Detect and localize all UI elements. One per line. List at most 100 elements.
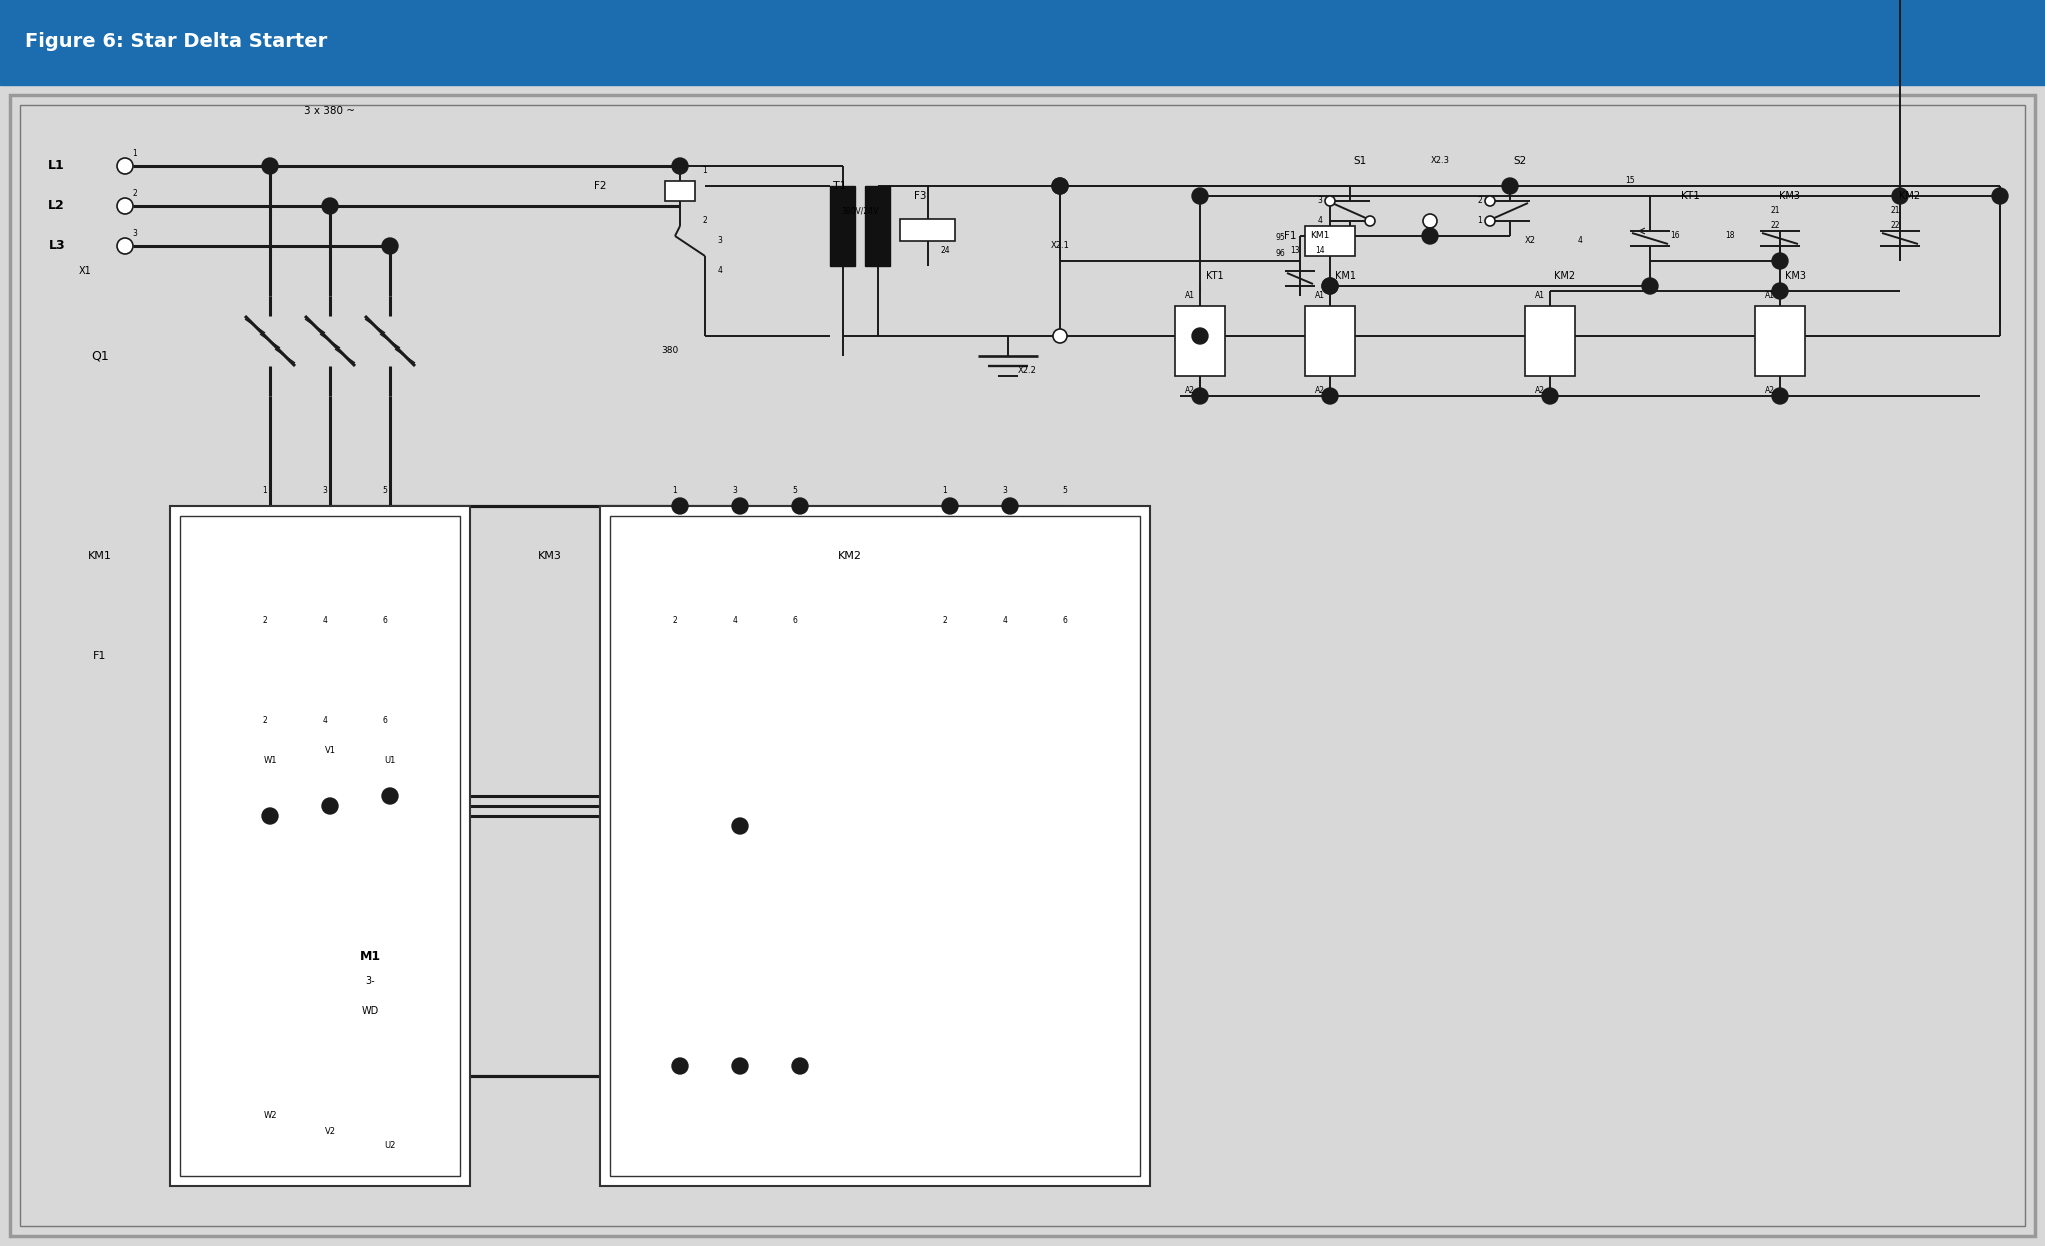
Text: 3: 3 — [1002, 486, 1008, 496]
Circle shape — [1192, 388, 1209, 404]
Text: 1: 1 — [133, 150, 137, 158]
Text: 3-: 3- — [366, 976, 374, 986]
Text: V1: V1 — [325, 746, 335, 755]
Circle shape — [262, 158, 278, 174]
Circle shape — [732, 819, 748, 834]
Circle shape — [791, 1058, 808, 1074]
Text: W2: W2 — [264, 1111, 276, 1120]
Text: 21: 21 — [1890, 207, 1900, 216]
Text: 4: 4 — [323, 716, 327, 725]
Text: 22: 22 — [1771, 222, 1779, 231]
Text: A2: A2 — [1536, 386, 1546, 395]
Bar — [1176, 307, 1225, 376]
Circle shape — [1053, 329, 1067, 343]
Text: A2: A2 — [1184, 386, 1194, 395]
Circle shape — [1321, 278, 1337, 294]
Circle shape — [274, 891, 464, 1082]
Circle shape — [1051, 178, 1067, 194]
Text: L3: L3 — [49, 239, 65, 253]
Text: 3: 3 — [1317, 197, 1323, 206]
Text: F1: F1 — [94, 650, 106, 660]
Text: KM3: KM3 — [1785, 270, 1806, 282]
Text: 2: 2 — [262, 617, 268, 625]
Text: KM1: KM1 — [88, 551, 112, 561]
Circle shape — [1051, 178, 1067, 194]
Text: A1: A1 — [1184, 292, 1194, 300]
Text: S1: S1 — [1354, 156, 1366, 166]
Bar — [1755, 307, 1806, 376]
Circle shape — [382, 238, 399, 254]
Circle shape — [1192, 188, 1209, 204]
Text: 2: 2 — [262, 716, 268, 725]
Text: T1: T1 — [832, 181, 847, 191]
Text: 3: 3 — [718, 237, 722, 245]
Text: Q1: Q1 — [92, 349, 108, 363]
Text: 2: 2 — [1479, 197, 1483, 206]
Text: KM1: KM1 — [1311, 232, 1329, 240]
Text: 1: 1 — [1479, 217, 1483, 226]
Text: 6: 6 — [382, 617, 387, 625]
Text: 4: 4 — [718, 267, 722, 275]
Circle shape — [732, 1058, 748, 1074]
Circle shape — [1542, 388, 1558, 404]
Text: 4: 4 — [1577, 237, 1583, 245]
Text: X2.2: X2.2 — [1018, 366, 1037, 375]
Text: 2: 2 — [703, 217, 708, 226]
Circle shape — [1773, 388, 1787, 404]
Circle shape — [791, 498, 808, 515]
Text: 3: 3 — [133, 229, 137, 238]
Text: 24: 24 — [941, 247, 949, 255]
Circle shape — [673, 158, 687, 174]
Text: 2: 2 — [133, 189, 137, 198]
Text: 14: 14 — [1315, 247, 1325, 255]
Circle shape — [1364, 216, 1374, 226]
Text: F3: F3 — [914, 191, 926, 201]
Circle shape — [1321, 278, 1337, 294]
Text: 1: 1 — [703, 167, 708, 176]
Text: KT1: KT1 — [1681, 191, 1699, 201]
Circle shape — [1192, 328, 1209, 344]
Bar — [235, 635, 425, 687]
Circle shape — [117, 198, 133, 214]
Text: 380V/24V: 380V/24V — [840, 207, 879, 216]
Bar — [830, 186, 855, 265]
Text: 16: 16 — [1671, 232, 1679, 240]
Text: KT1: KT1 — [1207, 270, 1223, 282]
Circle shape — [382, 787, 399, 804]
Text: U2: U2 — [384, 1141, 395, 1150]
Bar — [900, 219, 955, 240]
Text: X2.1: X2.1 — [1051, 242, 1070, 250]
Text: A1: A1 — [1536, 292, 1546, 300]
Circle shape — [673, 498, 687, 515]
Bar — [170, 506, 470, 1186]
Text: 5: 5 — [382, 486, 387, 496]
Text: KM2: KM2 — [1554, 270, 1575, 282]
Text: 18: 18 — [1726, 232, 1734, 240]
Text: 22: 22 — [1890, 222, 1900, 231]
Text: 3 x 380 ~: 3 x 380 ~ — [305, 106, 356, 116]
Circle shape — [1773, 253, 1787, 269]
Text: L2: L2 — [49, 199, 65, 213]
Text: L1: L1 — [49, 159, 65, 172]
Circle shape — [1501, 178, 1517, 194]
Text: 5: 5 — [1063, 486, 1067, 496]
Bar — [1305, 226, 1356, 255]
Bar — [1526, 307, 1575, 376]
Text: 15: 15 — [1626, 177, 1634, 186]
Text: Figure 6: Star Delta Starter: Figure 6: Star Delta Starter — [25, 32, 327, 51]
Circle shape — [1002, 498, 1018, 515]
Circle shape — [732, 498, 748, 515]
Circle shape — [117, 238, 133, 254]
Text: A1: A1 — [1315, 292, 1325, 300]
Text: 95: 95 — [1276, 233, 1284, 243]
Bar — [599, 506, 1149, 1186]
Circle shape — [1773, 283, 1787, 299]
Text: F1: F1 — [1284, 231, 1297, 240]
Bar — [1305, 307, 1356, 376]
Text: 5: 5 — [793, 486, 798, 496]
Text: 4: 4 — [323, 617, 327, 625]
Text: W1: W1 — [264, 756, 276, 765]
Text: S2: S2 — [1513, 156, 1528, 166]
Text: 6: 6 — [1063, 617, 1067, 625]
Text: WD: WD — [362, 1006, 378, 1015]
